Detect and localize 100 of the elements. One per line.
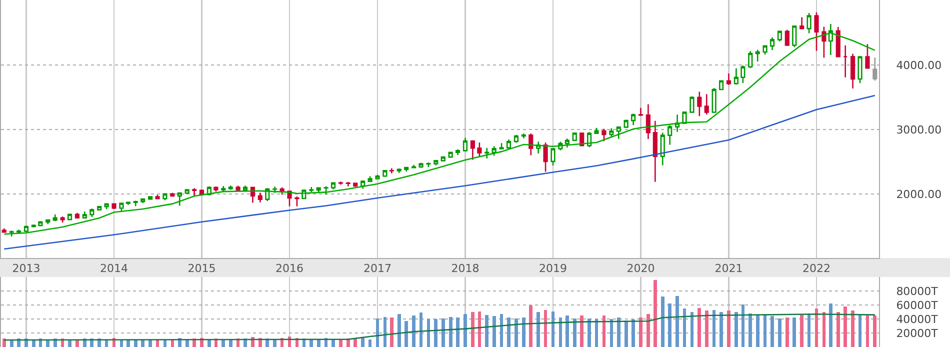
bar	[770, 316, 774, 347]
bar	[492, 316, 496, 347]
bar	[316, 339, 320, 347]
line-series	[3, 313, 876, 341]
bar	[580, 316, 584, 347]
candlestick	[624, 119, 628, 128]
candlestick	[690, 96, 694, 114]
candlestick	[631, 113, 636, 126]
bar	[529, 306, 533, 347]
bar	[676, 296, 679, 347]
candlestick	[309, 186, 314, 193]
candlestick	[858, 55, 862, 84]
bar	[471, 312, 474, 347]
bar	[727, 310, 730, 347]
candlestick	[404, 166, 409, 172]
bar	[639, 318, 642, 347]
candlestick	[638, 107, 644, 116]
candlestick	[668, 124, 672, 146]
candlestick	[506, 138, 512, 150]
bar	[2, 338, 6, 347]
candlestick	[426, 162, 431, 168]
candlestick	[338, 180, 344, 186]
candlestick	[777, 30, 782, 42]
candlestick	[192, 188, 197, 197]
bar	[456, 318, 460, 347]
candlestick	[112, 203, 116, 210]
bar	[464, 314, 467, 347]
bar	[448, 316, 452, 347]
candlestick	[67, 212, 72, 220]
candlestick	[499, 142, 504, 150]
bar	[734, 312, 738, 347]
candlestick	[353, 182, 358, 188]
bar	[397, 314, 401, 347]
candlestick	[872, 56, 878, 82]
candlestick	[412, 164, 416, 169]
candlestick	[448, 151, 453, 158]
candlestick	[24, 225, 29, 232]
candlestick	[748, 50, 753, 69]
bar	[654, 280, 657, 347]
bar	[616, 318, 620, 347]
candlestick	[528, 132, 534, 156]
bar	[720, 312, 723, 347]
bar	[778, 318, 782, 347]
bar	[354, 338, 358, 347]
candlestick	[712, 87, 716, 114]
candlestick	[126, 200, 130, 206]
bar	[800, 314, 804, 347]
candlestick	[822, 26, 826, 58]
bar	[572, 318, 576, 347]
bar	[441, 318, 445, 347]
candlestick	[184, 188, 190, 195]
candlestick	[484, 147, 490, 160]
candlestick	[564, 138, 570, 148]
candlestick	[162, 193, 168, 201]
bar	[698, 308, 702, 347]
candlestick	[660, 132, 665, 166]
candlestick	[514, 134, 519, 144]
bar	[434, 319, 438, 347]
candlestick	[133, 200, 138, 207]
bar	[844, 306, 848, 347]
line-series	[3, 94, 876, 250]
bar	[339, 339, 342, 347]
bar	[756, 314, 760, 347]
x-tick-label: 2021	[714, 262, 743, 276]
candlestick	[865, 44, 870, 69]
bar	[273, 339, 276, 347]
bar	[792, 318, 796, 347]
bar	[507, 318, 510, 347]
bar	[536, 312, 540, 347]
candlestick	[646, 104, 650, 140]
candlestick	[74, 212, 80, 219]
candlestick	[602, 128, 606, 142]
bar	[361, 338, 364, 347]
candlestick	[470, 140, 475, 160]
bar	[404, 321, 408, 347]
candlestick	[440, 156, 446, 162]
bar	[251, 337, 254, 347]
candlestick	[682, 110, 687, 124]
candlestick	[434, 160, 438, 166]
candlestick	[814, 12, 819, 52]
candlestick	[477, 142, 482, 157]
bar	[873, 316, 877, 347]
bar	[866, 316, 870, 347]
candlestick	[828, 23, 833, 56]
candlestick	[368, 176, 372, 183]
candlestick	[755, 49, 760, 62]
bar	[646, 314, 650, 347]
candlestick	[90, 208, 94, 218]
x-tick-label: 2016	[276, 262, 304, 276]
candlestick	[521, 132, 526, 140]
x-tick-label: 2017	[363, 262, 392, 276]
x-tick-label: 2020	[626, 262, 655, 276]
candlestick	[177, 192, 182, 206]
candlestick	[389, 168, 394, 174]
bar	[208, 339, 211, 347]
candlestick	[119, 202, 124, 212]
line-series	[3, 32, 876, 235]
bar	[412, 316, 416, 347]
candlestick	[418, 162, 424, 169]
candlestick	[674, 114, 680, 132]
